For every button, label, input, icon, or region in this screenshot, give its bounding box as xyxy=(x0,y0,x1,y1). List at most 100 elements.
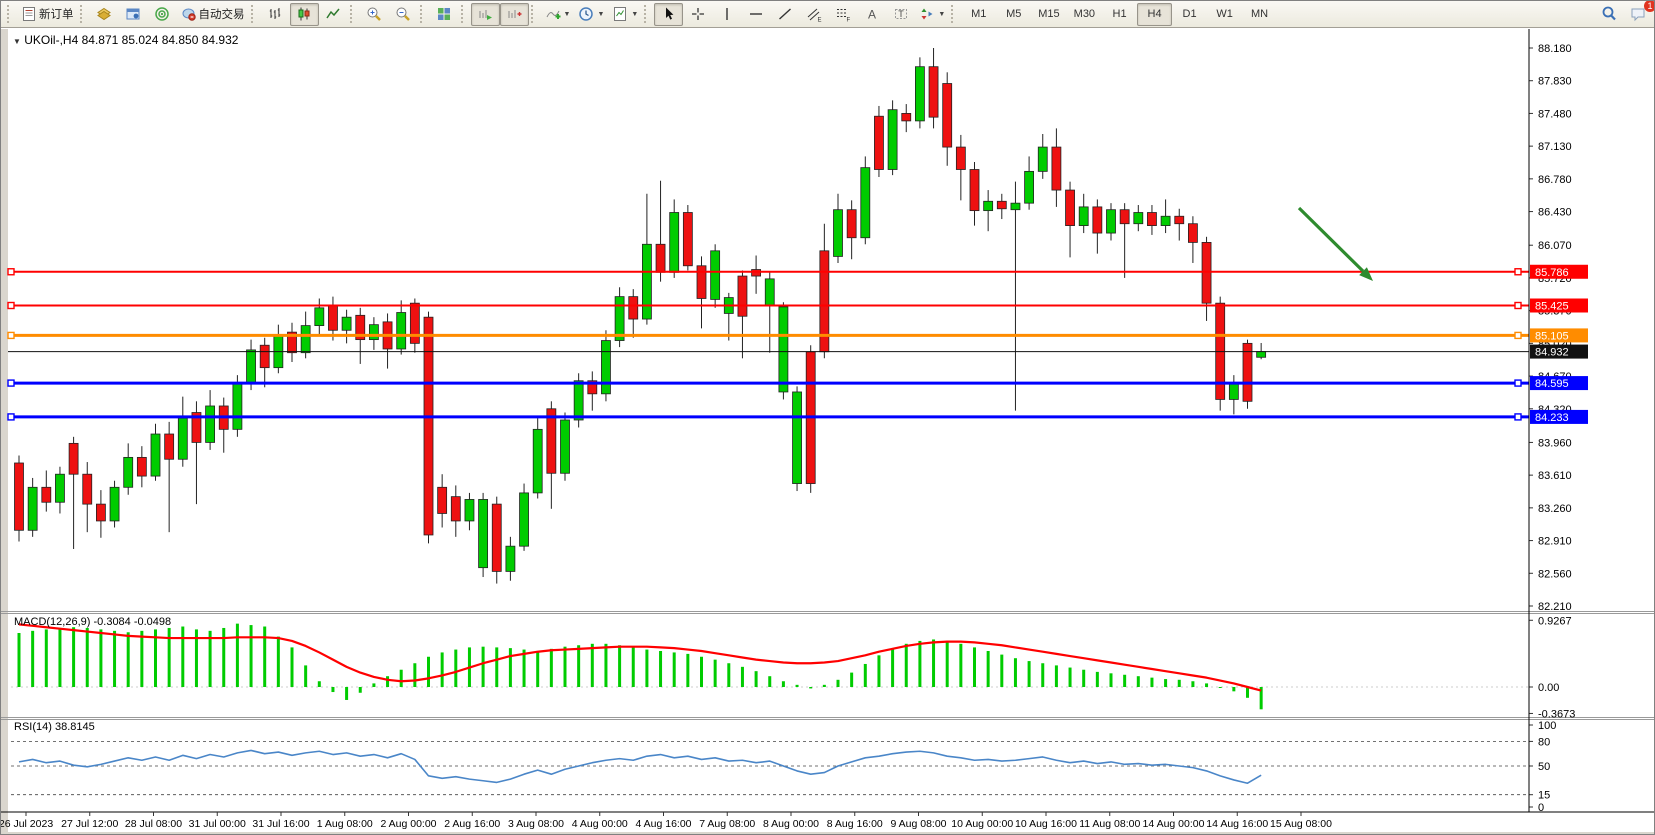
channel-button[interactable]: E xyxy=(799,3,828,26)
hline-handle[interactable] xyxy=(7,268,15,276)
signals-button[interactable] xyxy=(148,3,177,26)
hline-handle[interactable] xyxy=(1514,301,1522,310)
line-mode-button[interactable] xyxy=(319,3,348,26)
candle xyxy=(1051,128,1062,207)
price-axis-tick-label: 83.610 xyxy=(1538,470,1572,482)
timeframe-w1[interactable]: W1 xyxy=(1207,3,1242,26)
toolbar-group-grip[interactable] xyxy=(530,5,537,23)
macd-histogram-bar xyxy=(577,645,581,687)
fibonacci-button[interactable]: F xyxy=(828,3,857,26)
macd-histogram-bar xyxy=(822,684,826,687)
chart-shift-button[interactable] xyxy=(499,2,529,26)
timeframe-m5[interactable]: M5 xyxy=(996,3,1031,26)
toolbar-group-grip[interactable] xyxy=(951,5,957,23)
trend-arrow-annotation[interactable] xyxy=(1297,206,1373,281)
candle-body-bear xyxy=(41,486,52,503)
macd-histogram-bar xyxy=(85,627,89,687)
bars-mode-button[interactable] xyxy=(261,3,290,26)
time-axis-label: 10 Aug 00:00 xyxy=(951,818,1013,830)
timeframe-h1[interactable]: H1 xyxy=(1102,3,1137,26)
candles-mode-button[interactable] xyxy=(289,2,319,26)
crosshair-button[interactable] xyxy=(683,3,712,26)
price-line-label-text: 84.233 xyxy=(1535,412,1569,424)
crosshair-icon xyxy=(690,6,706,22)
timeframe-m30[interactable]: M30 xyxy=(1067,3,1102,26)
toolbar-group-grip[interactable] xyxy=(250,5,257,23)
indicators-button[interactable]: ▼ xyxy=(541,3,575,26)
toolbar-group-grip[interactable] xyxy=(7,5,13,23)
candle xyxy=(287,322,297,363)
timeframe-m15[interactable]: M15 xyxy=(1031,3,1066,26)
timeframe-m1[interactable]: M1 xyxy=(961,3,996,26)
toolbar-group-grip[interactable] xyxy=(349,5,356,23)
candle-body-bear xyxy=(969,169,980,212)
timeframe-mn[interactable]: MN xyxy=(1242,3,1277,26)
timeframe-d1[interactable]: D1 xyxy=(1172,3,1207,26)
tile-windows-button[interactable] xyxy=(430,3,459,26)
macd-histogram-bar xyxy=(126,632,130,687)
hline-handle[interactable] xyxy=(1514,379,1522,387)
macd-histogram-bar xyxy=(1150,677,1154,687)
hline-handle[interactable] xyxy=(7,331,15,340)
candle-body-bear xyxy=(737,275,748,317)
zoom-in-button[interactable] xyxy=(360,3,389,26)
candle-body-bull xyxy=(710,250,721,300)
candle-body-bull xyxy=(150,433,161,477)
notifications-button[interactable]: 1 xyxy=(1623,1,1654,26)
toolbar-group-grip[interactable] xyxy=(644,5,650,23)
autotrade-button[interactable]: 自动交易 xyxy=(177,3,249,26)
dropdown-arrow-icon[interactable]: ▼ xyxy=(938,10,946,18)
candle-body-bull xyxy=(1010,202,1021,211)
hline-handle[interactable] xyxy=(7,301,15,310)
trendline-button[interactable] xyxy=(770,3,799,26)
macd-histogram-bar xyxy=(1191,681,1195,687)
periods-button[interactable]: ▼ xyxy=(574,3,608,26)
zoom-out-button[interactable] xyxy=(389,3,418,26)
time-axis-label: 9 Aug 08:00 xyxy=(890,818,946,830)
vline-button[interactable] xyxy=(712,3,741,26)
hline-handle[interactable] xyxy=(1514,268,1522,276)
hline-handle[interactable] xyxy=(7,413,15,421)
autotrade-icon xyxy=(181,6,197,22)
timeframe-w1-label: W1 xyxy=(1216,8,1233,20)
text-button[interactable]: A xyxy=(857,3,886,26)
rsi-indicator-label: RSI(14) 38.8145 xyxy=(14,721,95,733)
timeframe-h4[interactable]: H4 xyxy=(1137,2,1173,26)
toolbar-group-grip[interactable] xyxy=(419,5,426,23)
macd-histogram-bar xyxy=(536,651,540,687)
dropdown-arrow-icon[interactable]: ▼ xyxy=(631,10,639,18)
candle-body-bear xyxy=(1051,146,1062,191)
search-button[interactable] xyxy=(1594,3,1623,26)
price-line-label xyxy=(1530,376,1588,391)
hline-button[interactable] xyxy=(741,3,770,26)
candle xyxy=(805,345,816,493)
hline-handle[interactable] xyxy=(1514,331,1522,340)
candle xyxy=(642,193,652,325)
candle xyxy=(1065,181,1075,258)
label-button[interactable]: T xyxy=(886,3,915,26)
candle-body-bull xyxy=(833,209,843,257)
layers-button[interactable] xyxy=(90,3,119,26)
trend-arrow-head[interactable] xyxy=(1359,267,1373,281)
macd-histogram-bar xyxy=(1054,665,1058,687)
hline-handle[interactable] xyxy=(1514,413,1522,421)
macd-histogram-bar xyxy=(891,648,895,687)
macd-histogram-bar xyxy=(263,626,267,687)
terminal-button[interactable] xyxy=(119,3,148,26)
templates-button[interactable]: ▼ xyxy=(608,3,642,26)
new-order-button[interactable]: 新订单 xyxy=(17,3,78,26)
arrows-button[interactable]: ▼ xyxy=(915,3,949,26)
candle xyxy=(1174,208,1185,241)
hline-handle[interactable] xyxy=(7,379,15,387)
cursor-button[interactable] xyxy=(654,2,684,26)
auto-scroll-button[interactable] xyxy=(470,2,500,26)
candle-body-bear xyxy=(1092,206,1103,234)
toolbar-group-grip[interactable] xyxy=(460,5,467,23)
dropdown-arrow-icon[interactable]: ▼ xyxy=(563,10,571,18)
toolbar-group-grip[interactable] xyxy=(79,5,86,23)
dropdown-arrow-icon[interactable]: ▼ xyxy=(597,10,605,18)
trend-arrow-shaft[interactable] xyxy=(1297,206,1365,273)
candle xyxy=(942,72,953,166)
macd-histogram-bar xyxy=(358,687,362,693)
collapse-icon[interactable]: ▼ xyxy=(13,37,21,46)
